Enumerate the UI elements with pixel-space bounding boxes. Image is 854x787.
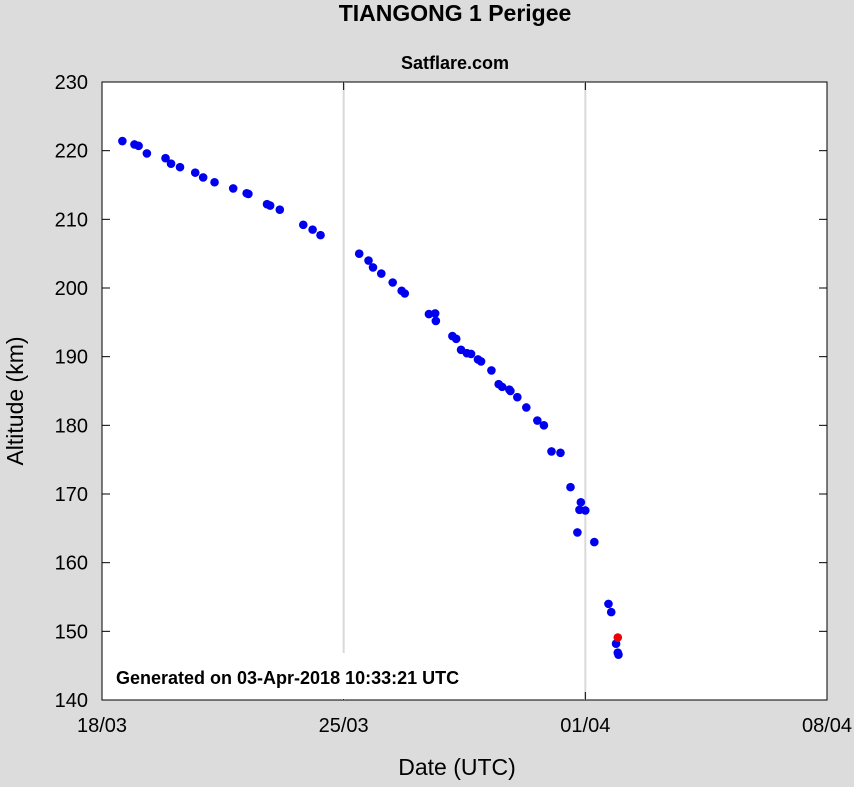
note-background [103,653,526,699]
x-tick-labels: 18/03 25/03 01/04 08/04 [77,715,852,737]
y-tick-label: 230 [55,72,88,94]
y-tick-label: 220 [55,141,88,163]
y-tick-label: 190 [55,347,88,369]
data-point [368,263,378,272]
data-point [228,184,238,193]
data-point [576,497,586,507]
data-point [506,386,515,396]
x-tick-label: 25/03 [319,715,369,737]
data-point [431,316,441,326]
data-point [466,349,476,359]
y-tick-label: 160 [55,553,88,575]
data-point [556,448,565,458]
data-point [210,177,219,187]
data-point [590,537,599,547]
x-tick-label: 18/03 [77,715,127,737]
data-point [430,309,440,318]
data-point [388,278,397,287]
y-tick-labels: 140 150 160 170 180 190 200 210 220 230 [55,72,88,712]
data-point [316,230,325,240]
data-point [118,136,127,146]
data-point [424,309,434,319]
data-point [614,650,623,659]
data-point [581,506,590,515]
data-point [513,392,522,402]
data-point [400,289,410,298]
grid-lines [342,82,587,700]
generated-note-box: Generated on 03-Apr-2018 10:33:21 UTC [103,653,526,699]
data-point [244,189,253,199]
data-point [604,599,613,609]
y-tick-label: 180 [55,415,88,437]
x-tick-label: 08/04 [802,715,852,737]
data-point [298,220,308,230]
y-tick-label: 140 [55,690,88,712]
y-axis-label: Altitude (km) [2,336,28,465]
data-point [547,447,556,456]
data-point [175,162,185,172]
data-point [476,357,486,366]
data-point [134,141,143,151]
y-tick-label: 210 [55,209,88,231]
data-point [613,633,623,642]
plot-area [101,81,828,701]
data-points [118,136,623,659]
data-point [376,269,386,278]
data-point [308,225,317,234]
data-point [354,249,364,258]
data-point [606,607,616,617]
data-point [198,173,208,182]
data-point [451,334,461,344]
generated-note: Generated on 03-Apr-2018 10:33:21 UTC [116,668,459,688]
x-axis-label: Date (UTC) [398,754,516,780]
data-point [533,416,542,425]
data-point [566,482,575,492]
y-tick-label: 200 [55,278,88,300]
data-point [573,528,582,537]
data-point [275,205,285,215]
data-point [497,382,507,392]
chart-title: TIANGONG 1 Perigee [339,0,572,26]
x-tick-label: 01/04 [560,715,610,737]
chart-subtitle: Satflare.com [401,53,509,73]
data-point [265,201,275,210]
data-point [539,421,549,430]
data-point [487,366,496,375]
data-point [142,149,152,158]
axis-ticks [101,81,828,701]
y-tick-label: 170 [55,484,88,506]
data-point [166,159,176,169]
data-point [190,168,200,177]
y-tick-label: 150 [55,621,88,643]
data-point [364,256,373,265]
data-point [521,403,531,412]
data-point [161,153,170,163]
